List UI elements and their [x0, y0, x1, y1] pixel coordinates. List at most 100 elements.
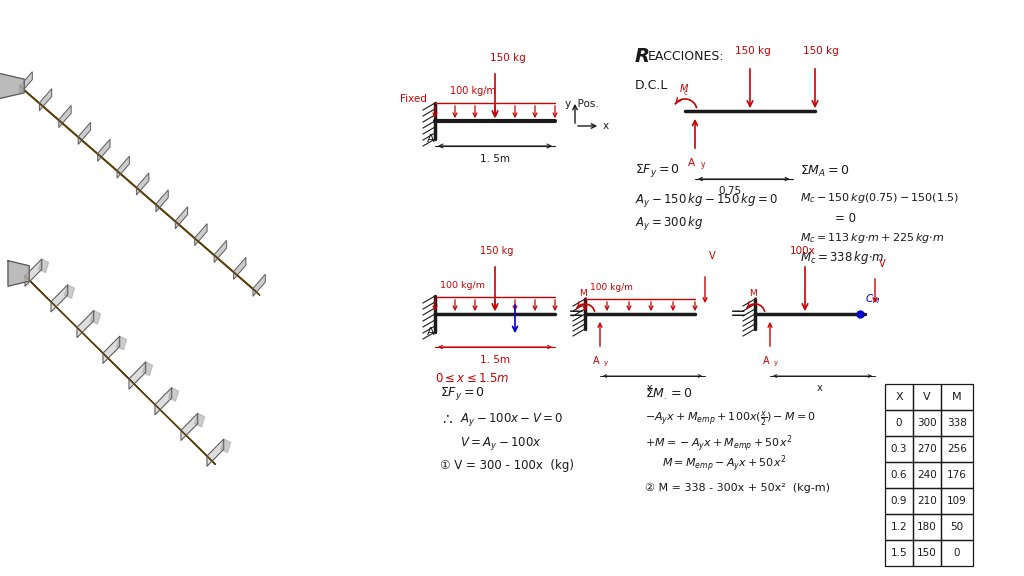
Text: c: c: [754, 295, 758, 301]
Bar: [941, 384, 973, 410]
Text: 100 kg/m: 100 kg/m: [450, 86, 496, 96]
Text: V: V: [879, 259, 886, 269]
Bar: [941, 462, 973, 488]
Text: 50: 50: [950, 522, 964, 532]
Text: $0 \leq x \leq 1.5m$: $0 \leq x \leq 1.5m$: [435, 373, 509, 385]
Text: $V = A_y - 100x$: $V = A_y - 100x$: [460, 434, 542, 452]
Text: 210: 210: [918, 496, 937, 506]
Bar: [913, 488, 941, 514]
Text: 150 kg: 150 kg: [735, 46, 771, 56]
Bar: [913, 514, 941, 540]
Text: $A_y = 300\,kg$: $A_y = 300\,kg$: [635, 215, 703, 233]
Bar: [941, 488, 973, 514]
Text: $\Sigma F_y = 0$: $\Sigma F_y = 0$: [635, 162, 680, 180]
Polygon shape: [65, 285, 75, 298]
Text: A: A: [427, 134, 434, 144]
Polygon shape: [156, 190, 168, 212]
Text: 256: 256: [947, 444, 967, 454]
Text: =: =: [730, 305, 746, 324]
Text: 100 kg/m: 100 kg/m: [590, 283, 633, 293]
Text: 100 kg/m: 100 kg/m: [440, 282, 485, 290]
Polygon shape: [181, 414, 198, 441]
Polygon shape: [51, 285, 68, 312]
Bar: [913, 410, 941, 436]
Text: x: x: [647, 383, 653, 393]
Text: 1. 5m: 1. 5m: [480, 154, 510, 164]
Text: $A_y - 100x - V = 0$: $A_y - 100x - V = 0$: [460, 411, 563, 427]
Text: $M = M_{emp} - A_y x + 50x^2$: $M = M_{emp} - A_y x + 50x^2$: [662, 453, 786, 473]
Polygon shape: [103, 336, 120, 363]
Text: y: y: [604, 360, 608, 366]
Polygon shape: [77, 310, 94, 338]
Text: V: V: [709, 251, 716, 261]
Text: M: M: [579, 290, 587, 298]
Text: 0.3: 0.3: [891, 444, 907, 454]
Bar: [913, 540, 941, 566]
Polygon shape: [142, 362, 153, 376]
Text: 0.6: 0.6: [891, 470, 907, 480]
Text: $C_M$: $C_M$: [865, 292, 881, 306]
Polygon shape: [214, 241, 226, 263]
Text: 180: 180: [918, 522, 937, 532]
Polygon shape: [20, 86, 260, 295]
Text: 109: 109: [947, 496, 967, 506]
Bar: [885, 384, 913, 410]
Bar: [941, 540, 973, 566]
Bar: [913, 436, 941, 462]
Polygon shape: [25, 259, 42, 286]
Polygon shape: [97, 139, 110, 161]
Text: M: M: [952, 392, 962, 402]
Bar: [913, 462, 941, 488]
Text: A: A: [593, 356, 600, 366]
Text: 0: 0: [953, 548, 961, 558]
Text: $+M = -A_y x + M_{emp} + 50x^2$: $+M = -A_y x + M_{emp} + 50x^2$: [645, 433, 793, 453]
Text: 100x: 100x: [790, 246, 816, 256]
Text: 150 kg: 150 kg: [480, 246, 513, 256]
Text: x: x: [817, 383, 823, 393]
Text: $-A_y x + M_{emp} + 100x(\frac{x}{2}) - M = 0$: $-A_y x + M_{emp} + 100x(\frac{x}{2}) - …: [645, 410, 816, 429]
Text: 1. 5m: 1. 5m: [480, 355, 510, 365]
Text: A: A: [763, 356, 770, 366]
Polygon shape: [20, 72, 33, 94]
Polygon shape: [136, 173, 148, 195]
Text: $\Sigma F_y = 0$: $\Sigma F_y = 0$: [440, 385, 485, 403]
Text: c: c: [584, 295, 588, 301]
Text: c: c: [684, 90, 688, 96]
Text: $\therefore$: $\therefore$: [440, 411, 454, 426]
Text: $M_c = 338\,kg{\cdot}m$: $M_c = 338\,kg{\cdot}m$: [800, 249, 885, 267]
Polygon shape: [195, 414, 205, 427]
Text: $\Sigma M_A = 0$: $\Sigma M_A = 0$: [800, 164, 850, 179]
Text: ② M = 338 - 300x + 50x²  (kg-m): ② M = 338 - 300x + 50x² (kg-m): [645, 483, 830, 493]
Text: 338: 338: [947, 418, 967, 428]
Text: M: M: [749, 290, 757, 298]
Polygon shape: [207, 439, 223, 466]
Text: R: R: [635, 47, 650, 66]
Text: $\Sigma M_. = 0$: $\Sigma M_. = 0$: [645, 386, 693, 401]
Text: 0.9: 0.9: [891, 496, 907, 506]
Text: $A_y - 150\,kg - 150\,kg = 0$: $A_y - 150\,kg - 150\,kg = 0$: [635, 192, 778, 210]
Text: 270: 270: [918, 444, 937, 454]
Text: A: A: [688, 158, 695, 168]
Polygon shape: [129, 362, 145, 389]
Text: y  Pos.: y Pos.: [565, 99, 599, 109]
Polygon shape: [39, 259, 48, 272]
Text: Fixed: Fixed: [400, 94, 427, 104]
Bar: [885, 462, 913, 488]
Text: y: y: [701, 161, 706, 169]
Polygon shape: [39, 89, 51, 111]
Polygon shape: [233, 257, 246, 279]
Text: $M_c = 113\,kg{\cdot}m + 225\,kg{\cdot}m$: $M_c = 113\,kg{\cdot}m + 225\,kg{\cdot}m…: [800, 231, 944, 245]
Polygon shape: [169, 388, 178, 401]
Polygon shape: [175, 207, 187, 229]
Bar: [941, 436, 973, 462]
Bar: [885, 436, 913, 462]
Polygon shape: [253, 274, 265, 296]
Text: M: M: [680, 84, 688, 94]
Polygon shape: [117, 336, 127, 350]
Bar: [941, 514, 973, 540]
Polygon shape: [195, 223, 207, 245]
Bar: [941, 410, 973, 436]
Text: 176: 176: [947, 470, 967, 480]
Text: V: V: [924, 392, 931, 402]
Polygon shape: [8, 261, 30, 286]
